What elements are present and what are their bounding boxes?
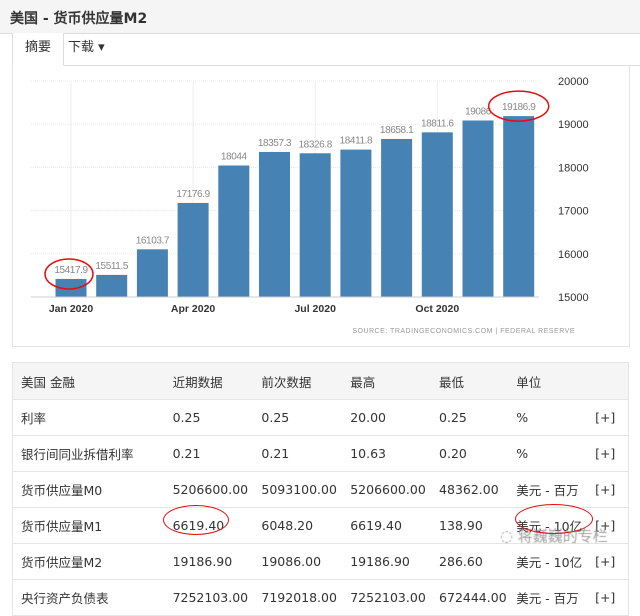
data-label: 18658.1: [380, 125, 414, 136]
table-cell: 10.63: [350, 435, 440, 472]
bar: [340, 149, 372, 297]
tab-summary[interactable]: 摘要: [12, 33, 65, 66]
table-cell: 5206600.00: [172, 471, 262, 508]
data-label: 15511.5: [95, 261, 128, 272]
data-label: 18811.6: [421, 118, 454, 129]
y-tick-label: 19000: [558, 119, 589, 131]
tab-bar: 摘要 下载 ▾: [12, 33, 640, 66]
annotation-circle: [44, 258, 94, 290]
table-cell: 6048.20: [261, 507, 351, 544]
table-row: 银行间同业拆借利率 0.21 0.21 10.63 0.20% [+]: [12, 435, 629, 472]
chart-panel: 15000 16000 17000 18000 19000 20000 Jan 2020 Ap…: [12, 66, 630, 347]
table-cell: 0.21: [261, 435, 351, 472]
header-cell: 前次数据: [261, 362, 351, 400]
bar: [177, 202, 209, 297]
expand-button[interactable]: [+]: [595, 399, 629, 436]
table-cell: 美元 - 百万: [516, 579, 596, 616]
x-tick-label: Jan 2020: [49, 303, 94, 315]
table-row: 利率 0.25 0.25 20.00 0.25% [+]: [12, 399, 629, 436]
x-tick-label: Oct 2020: [415, 303, 459, 315]
bar: [259, 151, 290, 297]
header-cell: 最高: [350, 362, 440, 400]
y-tick-label: 15000: [558, 292, 589, 304]
bar: [299, 153, 331, 297]
annotation-circle: [163, 505, 229, 535]
data-label: 18044: [221, 151, 248, 162]
bar: [55, 278, 87, 297]
table-cell: 美元 - 百万: [516, 471, 596, 508]
table-cell: 利率: [12, 399, 173, 436]
table-row: 货币供应量M0 5206600.00 5093100.00 5206600.00 483…: [12, 471, 629, 508]
header-cell: 最低: [439, 362, 517, 400]
header-cell: 单位: [516, 362, 596, 400]
bar: [462, 120, 494, 297]
expand-button[interactable]: [+]: [595, 435, 629, 472]
table-cell: 0.25: [261, 399, 351, 436]
expand-button[interactable]: [+]: [595, 471, 629, 508]
header-cell: [595, 362, 629, 400]
y-tick-label: 17000: [558, 206, 589, 218]
table-cell: 0.25: [439, 399, 517, 436]
table-cell: 48362.00: [439, 471, 517, 508]
source-label: SOURCE: TRADINGECONOMICS.COM | FEDERAL R…: [352, 328, 575, 335]
table-cell: 20.00: [350, 399, 440, 436]
bar: [381, 138, 413, 297]
data-label: 19186.9: [502, 102, 536, 113]
data-label: 17176.9: [176, 189, 210, 200]
x-tick-label: Jul 2020: [294, 303, 336, 315]
table-cell: 5093100.00: [261, 471, 351, 508]
table-cell: 7192018.00: [261, 579, 351, 616]
y-tick-label: 20000: [558, 76, 589, 88]
table-cell: 货币供应量M0: [12, 471, 173, 508]
bar-chart: 15000 16000 17000 18000 19000 20000 Jan 2020 Ap…: [31, 76, 589, 335]
page-title: 美国 - 货币供应量M2: [10, 11, 148, 27]
tab-download[interactable]: 下载 ▾: [68, 40, 105, 55]
table-cell: 0.21: [172, 435, 262, 472]
table-cell: 7252103.00: [350, 579, 440, 616]
y-tick-label: 18000: [558, 162, 589, 174]
expand-button[interactable]: [+]: [595, 507, 629, 544]
x-tick-label: Apr 2020: [171, 303, 216, 315]
annotation-circle: [487, 90, 550, 122]
bar: [136, 249, 168, 297]
data-label: 18411.8: [340, 136, 373, 147]
data-label: 18357.3: [258, 138, 292, 149]
table-cell: 672444.00: [439, 579, 517, 616]
table-row: 央行资产负债表 7252103.00 7192018.00 7252103.00 672…: [12, 579, 629, 616]
expand-button[interactable]: [+]: [595, 579, 629, 616]
data-label: 16103.7: [136, 235, 170, 246]
table-cell: %: [516, 399, 596, 436]
bar: [96, 274, 128, 297]
table-cell: 138.90: [439, 507, 517, 544]
data-label: 19086: [465, 106, 492, 117]
header-cell: 近期数据: [172, 362, 262, 400]
table-cell: 6619.40: [350, 507, 440, 544]
table-cell: 0.25: [172, 399, 262, 436]
y-tick-label: 16000: [558, 249, 589, 261]
annotation-circle: [515, 504, 593, 534]
bar: [218, 165, 250, 297]
table-cell: 5206600.00: [350, 471, 440, 508]
table-cell: 货币供应量M1: [12, 507, 173, 544]
table-cell: 央行资产负债表: [12, 579, 173, 616]
finance-table: 美国 金融 近期数据 前次数据 最高 最低 单位 利率 0.25 0.25 20.00 0.25%[…: [12, 362, 629, 616]
table-cell: %: [516, 435, 596, 472]
title-bar: 美国 - 货币供应量M2: [0, 0, 640, 34]
table-cell: 银行间同业拆借利率: [12, 435, 173, 472]
bar: [503, 116, 535, 297]
bar: [421, 132, 453, 297]
table-header: 美国 金融 近期数据 前次数据 最高 最低 单位: [12, 362, 629, 400]
data-label: 15417.9: [54, 265, 88, 276]
table-cell: 7252103.00: [172, 579, 262, 616]
table-cell: 0.20: [439, 435, 517, 472]
header-cell: 美国 金融: [12, 362, 173, 400]
data-label: 18326.8: [299, 139, 333, 150]
